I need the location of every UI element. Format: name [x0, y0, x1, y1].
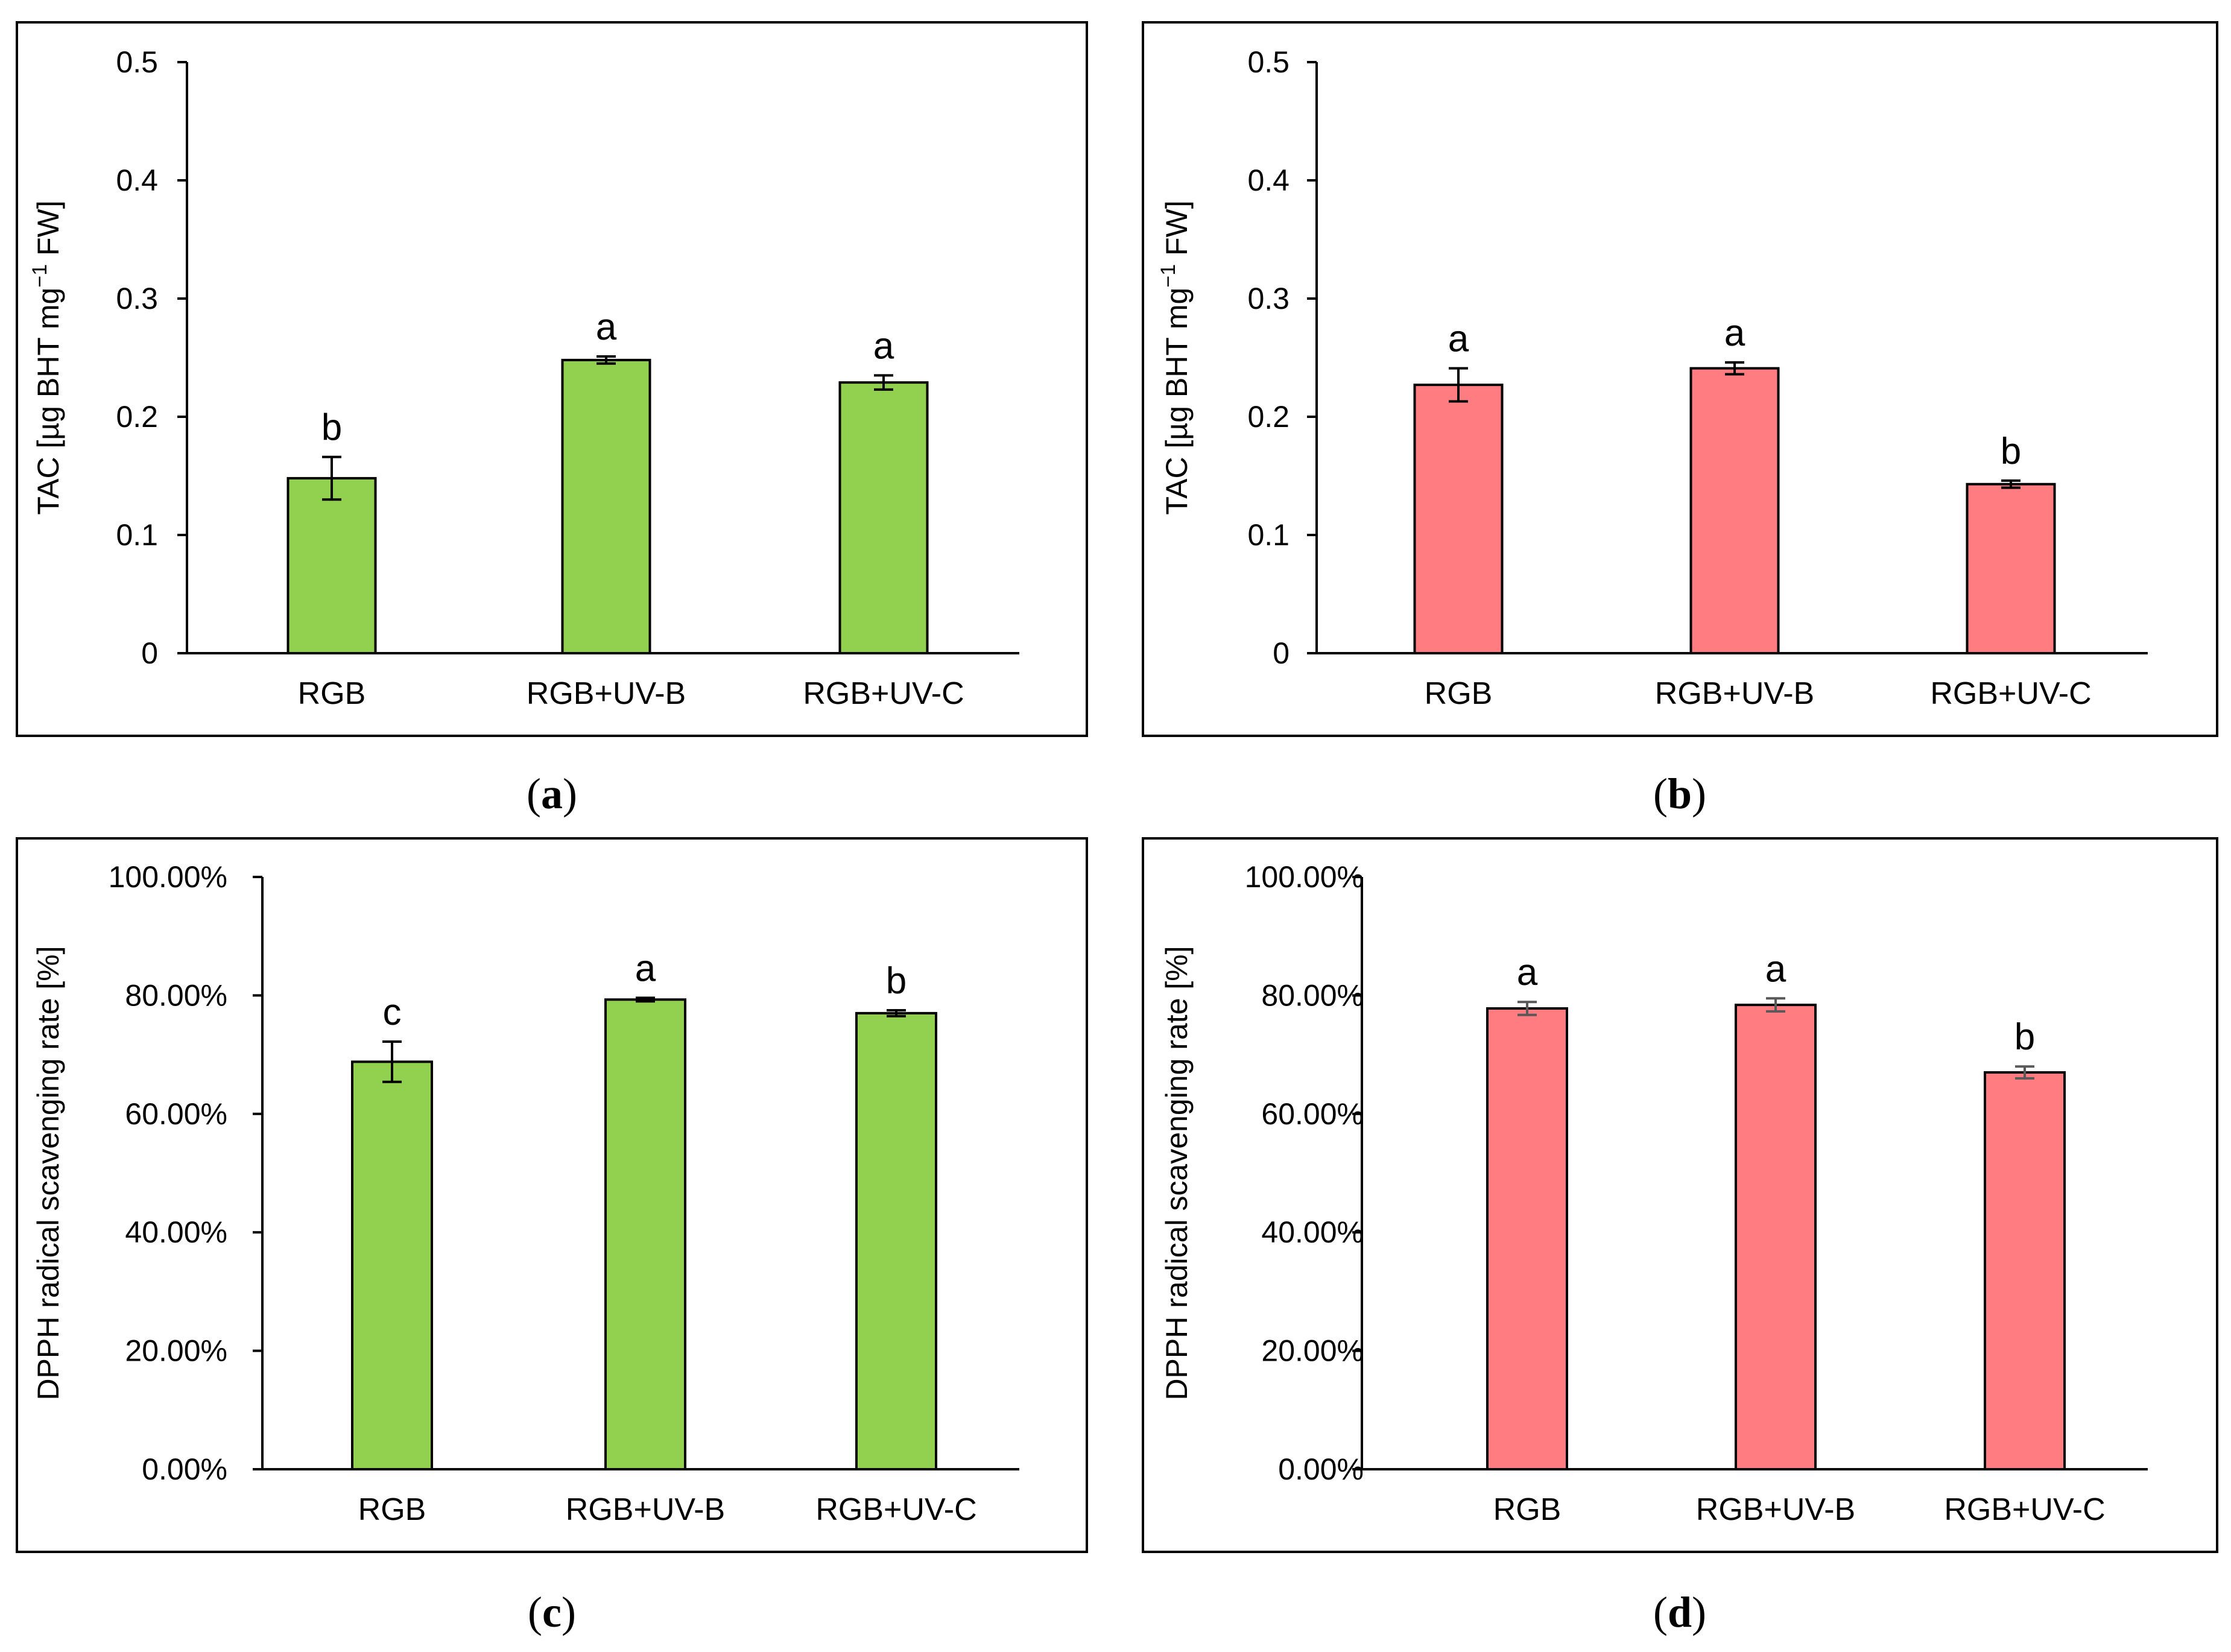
panel-b-y-tick-label: 0.5 — [1247, 45, 1290, 79]
panel-b-bar — [1966, 483, 2056, 654]
panel-a-significance-label: a — [873, 325, 894, 367]
panel-b-y-tick-label: 0.3 — [1247, 282, 1290, 315]
panel-a-plot: 0 0.1 0.2 0.3 0.4 0.5 TAC [µg BHT mg−1 FW] b RGB… — [28, 45, 1019, 711]
panel-c-plot: 0.00% 20.00% 40.00% 60.00% 80.00% 100.00% DPPH… — [31, 860, 1019, 1527]
panel-a-category-label: RGB+UV-B — [527, 676, 686, 711]
caption-c-letter: c — [542, 1588, 562, 1636]
panel-a-y-tick-label: 0.4 — [116, 163, 158, 197]
caption-d-letter: d — [1668, 1588, 1692, 1636]
panel-a-y-tick-label: 0 — [141, 636, 158, 670]
panel-c-error-bar — [382, 1040, 402, 1083]
panel-b-bar — [1689, 367, 1780, 654]
panel-c-y-tick-label: 80.00% — [125, 978, 227, 1012]
panel-a-y-tick-label: 0.3 — [116, 282, 158, 315]
panel-a-y-axis-title: TAC [µg BHT mg−1 FW] — [28, 200, 65, 514]
panel-c-y-tick-label: 60.00% — [125, 1097, 227, 1131]
panel-c-y-tick-label: 100.00% — [109, 860, 227, 894]
panel-b-y-axis-title: TAC [µg BHT mg−1 FW] — [1157, 200, 1194, 514]
panel-b-y-tick-label: 0.4 — [1247, 163, 1290, 197]
panel-b-y-tick-label: 0.2 — [1247, 400, 1290, 434]
panel-b-error-bar — [1725, 361, 1744, 376]
panel-b-error-bar — [1449, 367, 1468, 403]
panel-c-error-bar — [636, 996, 655, 1003]
panel-d-significance-label: a — [1517, 952, 1538, 993]
panel-c-y-tick-label: 40.00% — [125, 1215, 227, 1249]
panel-a-bar — [838, 381, 929, 654]
panel-a-bar — [561, 358, 651, 654]
panel-b: 0 0.1 0.2 0.3 0.4 0.5 TAC [µg BHT mg−1 FW] a RGB… — [1142, 21, 2218, 737]
panel-d-y-tick-label: 40.00% — [1261, 1215, 1364, 1249]
panel-d-y-tick-label: 0.00% — [1278, 1452, 1364, 1486]
panel-c-y-tick-label: 0.00% — [142, 1452, 227, 1486]
panel-b-significance-label: b — [2001, 431, 2021, 472]
panel-d-bar — [1984, 1071, 2066, 1471]
panel-d-significance-label: b — [2014, 1016, 2035, 1058]
panel-d-plot: 0.00% 20.00% 40.00% 60.00% 80.00% 100.00% DPPH… — [1160, 860, 2148, 1527]
panel-a: 0 0.1 0.2 0.3 0.4 0.5 TAC [µg BHT mg−1 FW] b RGB… — [16, 21, 1088, 737]
panel-b-significance-label: a — [1724, 312, 1745, 354]
panel-b-frame — [1142, 21, 2218, 737]
caption-a: (a) — [527, 770, 577, 818]
panel-b-category-label: RGB+UV-B — [1655, 676, 1814, 711]
panel-d-category-label: RGB+UV-C — [1944, 1492, 2105, 1527]
panel-b-y-tick-label: 0 — [1273, 636, 1290, 670]
panel-d-bar — [1735, 1004, 1817, 1471]
panel-d-y-axis-title: DPPH radical scavenging rate [%] — [1160, 946, 1194, 1400]
panel-a-significance-label: a — [596, 306, 617, 348]
panel-a-error-bar — [597, 355, 616, 365]
caption-b-letter: b — [1668, 770, 1692, 818]
panel-c-bar — [351, 1060, 433, 1471]
panel-d-y-tick-label: 80.00% — [1261, 978, 1364, 1012]
panel-a-category-label: RGB — [298, 676, 366, 711]
panel-d-y-tick-label: 60.00% — [1261, 1097, 1364, 1131]
panel-b-category-label: RGB+UV-C — [1930, 676, 2091, 711]
panel-c-y-axis-title: DPPH radical scavenging rate [%] — [31, 946, 65, 1400]
panel-c-error-bar — [887, 1008, 906, 1017]
caption-d: (d) — [1653, 1588, 1706, 1636]
panel-d-category-label: RGB+UV-B — [1696, 1492, 1855, 1527]
panel-c-significance-label: b — [886, 960, 907, 1002]
panel-b-bar — [1413, 384, 1504, 655]
panel-a-significance-label: b — [321, 407, 342, 449]
panel-d-error-bar — [2015, 1065, 2034, 1080]
panel-a-error-bar — [874, 374, 893, 391]
panel-c-category-label: RGB+UV-C — [815, 1492, 976, 1527]
panel-d: 0.00% 20.00% 40.00% 60.00% 80.00% 100.00% DPPH… — [1142, 837, 2218, 1553]
panel-a-category-label: RGB+UV-C — [803, 676, 964, 711]
panel-c-y-tick-label: 20.00% — [125, 1334, 227, 1368]
panel-a-error-bar — [322, 455, 341, 501]
panel-a-y-tick-label: 0.5 — [116, 45, 158, 79]
panel-b-plot: 0 0.1 0.2 0.3 0.4 0.5 TAC [µg BHT mg−1 FW] a RGB… — [1157, 45, 2148, 711]
panel-c-significance-label: c — [383, 992, 402, 1033]
panel-a-y-tick-label: 0.2 — [116, 400, 158, 434]
panel-d-category-label: RGB — [1493, 1492, 1562, 1527]
caption-b: (b) — [1653, 770, 1706, 818]
panel-a-bar — [286, 476, 377, 654]
caption-c: (c) — [528, 1588, 576, 1636]
panel-d-bar — [1486, 1007, 1568, 1470]
panel-c-category-label: RGB — [358, 1492, 426, 1527]
panel-c-category-label: RGB+UV-B — [566, 1492, 725, 1527]
panel-d-error-bar — [1766, 997, 1785, 1013]
panel-d-significance-label: a — [1765, 948, 1786, 990]
panel-b-category-label: RGB — [1425, 676, 1493, 711]
panel-c-bar — [855, 1011, 937, 1470]
panel-c: 0.00% 20.00% 40.00% 60.00% 80.00% 100.00% DPPH… — [16, 837, 1088, 1553]
panel-a-y-tick-label: 0.1 — [116, 518, 158, 552]
panel-b-significance-label: a — [1448, 318, 1469, 360]
panel-d-error-bar — [1517, 1001, 1537, 1016]
panel-b-y-tick-label: 0.1 — [1247, 518, 1290, 552]
panel-b-error-bar — [2001, 479, 2021, 489]
caption-a-letter: a — [541, 770, 563, 818]
panel-c-bar — [604, 998, 686, 1471]
panel-d-y-tick-label: 20.00% — [1261, 1334, 1364, 1368]
panel-c-significance-label: a — [635, 948, 656, 989]
panel-d-y-tick-label: 100.00% — [1245, 860, 1364, 894]
